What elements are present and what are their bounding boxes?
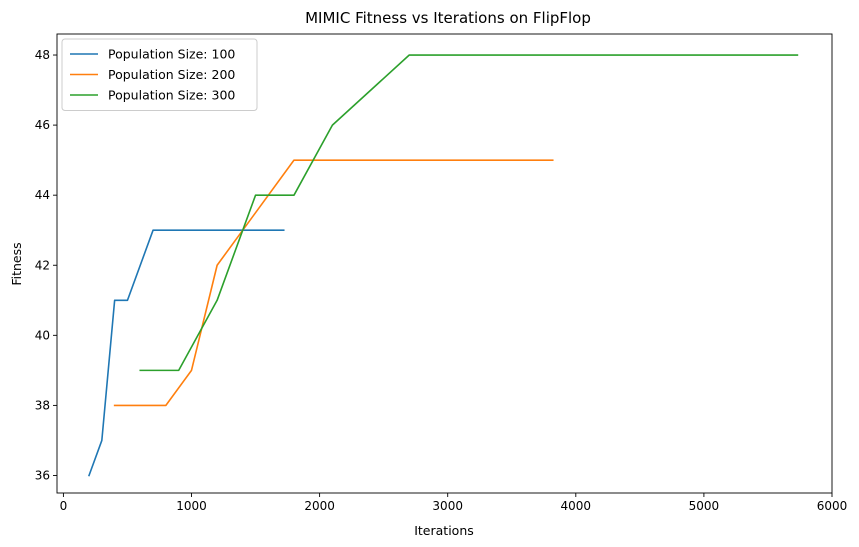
- x-tick-label: 2000: [304, 499, 335, 513]
- x-tick-label: 5000: [689, 499, 720, 513]
- series-line-3: [139, 54, 799, 372]
- y-tick-label: 42: [35, 258, 50, 272]
- legend-label-2: Population Size: 200: [108, 67, 235, 82]
- y-tick-label: 40: [35, 328, 50, 342]
- axes: 0 1000 2000 3000 4000 5000 6000 36 38 40 42 44 46 48: [35, 33, 848, 513]
- series-line-1: [87, 229, 285, 477]
- y-axis-title: Fitness: [9, 242, 24, 285]
- legend: Population Size: 100 Population Size: 200…: [61, 38, 258, 111]
- legend-label-3: Population Size: 300: [108, 88, 235, 103]
- y-tick-label: 46: [35, 118, 50, 132]
- y-tick-label: 44: [35, 188, 50, 202]
- x-tick-label: 0: [60, 499, 68, 513]
- plot-frame: [56, 33, 833, 494]
- chart-title: MIMIC Fitness vs Iterations on FlipFlop: [305, 9, 591, 27]
- x-axis-title: Iterations: [414, 523, 474, 538]
- legend-label-1: Population Size: 100: [108, 47, 235, 62]
- y-tick-label: 38: [35, 398, 50, 412]
- series-line-2: [113, 159, 554, 407]
- legend-box: [61, 38, 258, 111]
- x-tick-label: 1000: [176, 499, 207, 513]
- y-tick-label: 48: [35, 48, 50, 62]
- x-tick-label: 3000: [432, 499, 463, 513]
- plot-area: [87, 54, 799, 477]
- x-tick-label: 6000: [817, 499, 848, 513]
- x-tick-label: 4000: [561, 499, 592, 513]
- y-tick-label: 36: [35, 468, 50, 482]
